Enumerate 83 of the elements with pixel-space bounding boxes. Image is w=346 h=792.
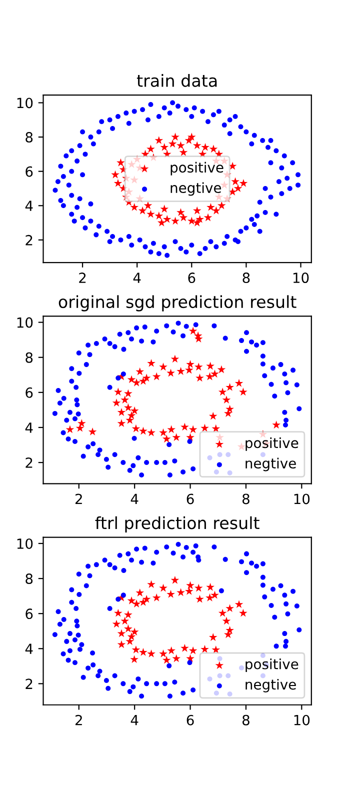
point [132,645,140,654]
point [112,620,121,628]
legend-label: positive [246,437,298,451]
point [117,640,126,648]
point [117,629,126,638]
chart-title: ftrl prediction result [95,516,260,532]
y-tick-label: 8 [26,352,33,363]
legend-label: positive [246,658,298,672]
point [147,580,156,588]
point [206,593,214,602]
point [162,656,171,664]
y-tick-label: 2 [26,234,32,246]
point [114,608,122,617]
point [166,590,175,598]
point [130,628,139,636]
y-tick-label: 6 [26,608,33,620]
point [120,616,130,625]
point [200,644,209,653]
point [172,654,181,662]
x-tick-label: 10 [294,714,310,726]
x-tick-label: 4 [130,715,138,726]
point [127,596,136,604]
legend-label: negtive [246,678,296,692]
y-tick-label: 2 [26,678,32,689]
point [184,586,194,595]
x-tick-label: 8 [242,272,250,284]
y-tick-label: 10 [17,317,33,328]
chart-title: train data [136,74,217,87]
x-tick-label: 10 [293,272,309,284]
point [167,646,176,654]
point [147,649,156,658]
point [212,645,220,654]
x-tick-label: 2 [79,272,86,283]
chart-title: original sgd prediction result [58,295,296,312]
y-tick-label: 6 [26,387,33,398]
point [196,594,204,603]
x-tick-label: 4 [133,272,141,283]
point [194,584,203,592]
point [159,584,168,592]
point [152,593,161,602]
point [124,624,132,632]
point [186,581,194,590]
y-tick-label: 2 [26,457,32,468]
y-tick-label: 4 [25,200,33,211]
point [170,576,180,584]
x-tick-label: 6 [186,714,194,726]
legend-label: negtive [246,458,296,472]
y-tick-label: 4 [25,422,33,433]
point [218,608,227,617]
legend-label: negtive [170,182,222,196]
x-tick-label: 2 [75,714,82,726]
point [139,598,148,606]
point [206,582,214,591]
point [234,600,244,608]
x-tick-label: 8 [242,714,250,726]
x-tick-label: 8 [242,494,250,504]
point [136,588,144,596]
point [126,637,134,645]
point [222,616,231,625]
point [139,648,148,656]
point [180,644,189,652]
legend-label: positive [170,162,224,176]
point [239,608,248,617]
y-tick-label: 4 [25,644,33,654]
point [159,649,168,658]
point [226,604,234,612]
x-tick-label: 10 [294,494,310,504]
y-tick-label: 8 [26,573,33,584]
x-tick-label: 6 [186,494,194,504]
y-tick-label: 10 [17,538,33,549]
point [224,630,232,638]
point [130,655,138,664]
x-tick-label: 2 [75,494,82,504]
point [176,588,185,596]
point [124,610,132,618]
y-tick-label: 6 [26,166,33,177]
x-tick-label: 4 [130,494,138,504]
point [188,646,198,654]
point [208,633,218,641]
x-tick-label: 6 [188,272,196,284]
y-tick-label: 10 [17,98,33,108]
y-tick-label: 8 [26,132,33,143]
point [210,590,219,599]
